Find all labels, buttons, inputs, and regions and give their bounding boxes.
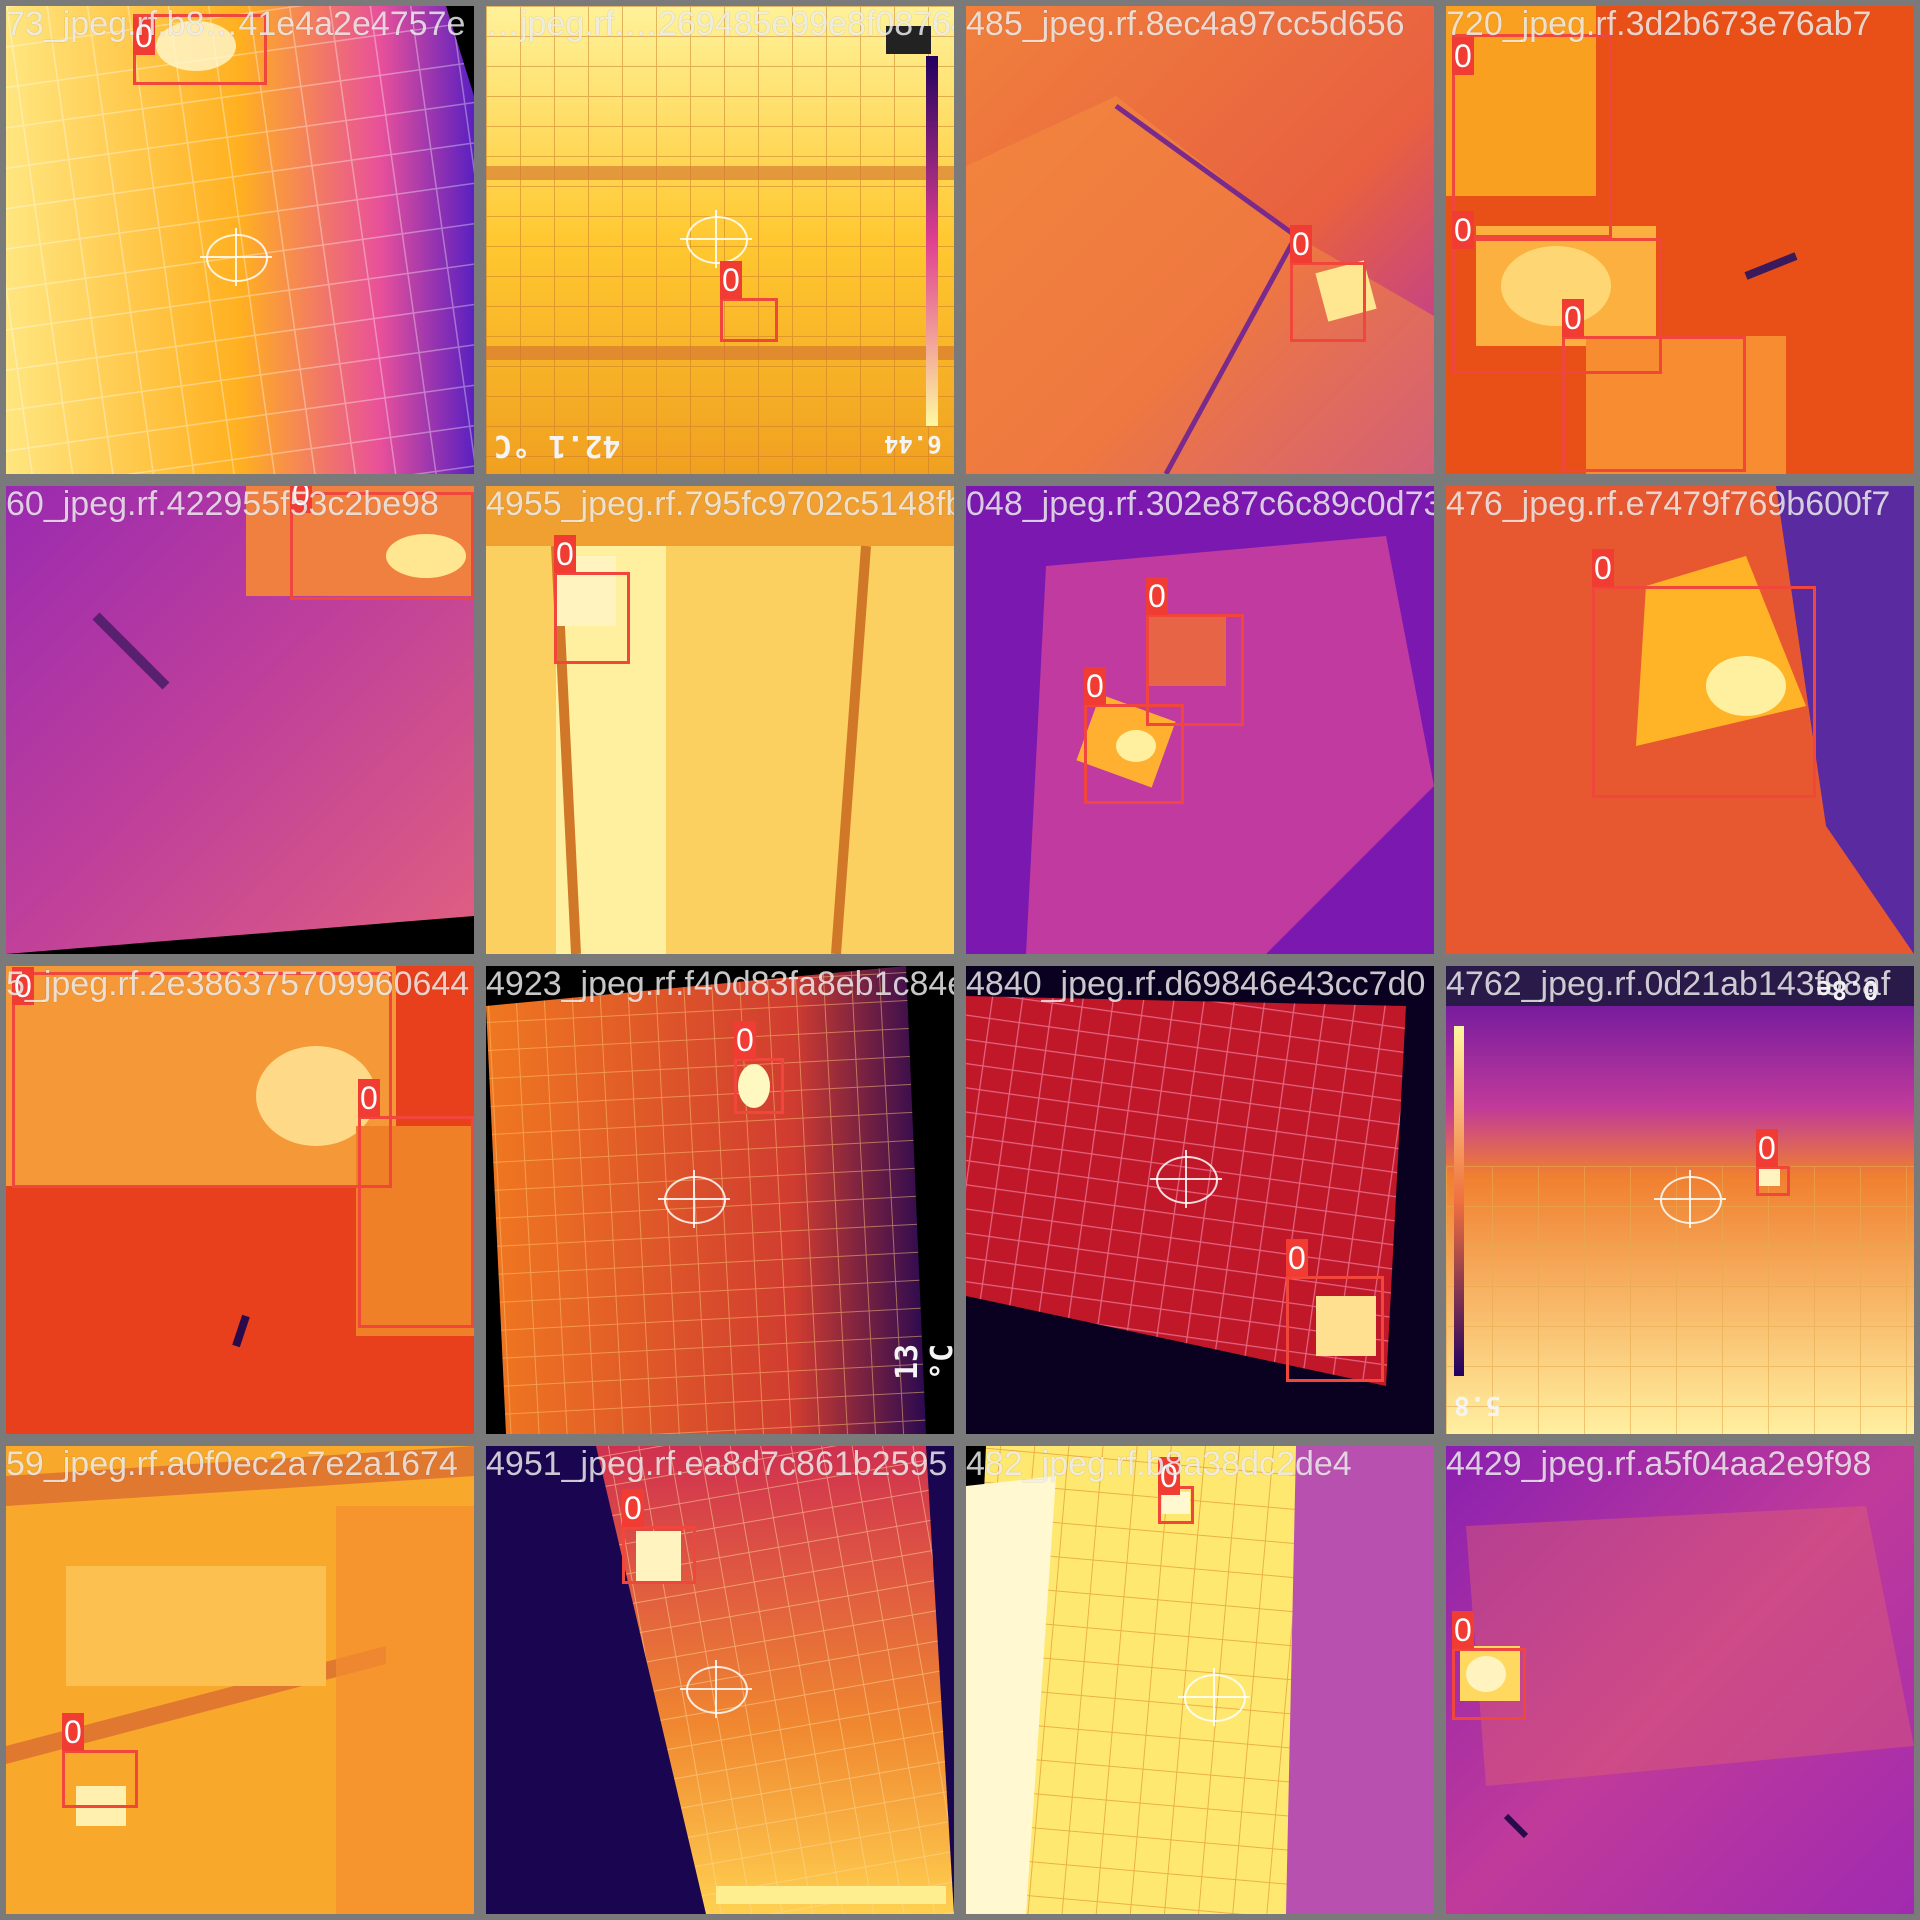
class-label: 0 [1452, 211, 1474, 249]
detection-box: 0 [1146, 577, 1244, 726]
detection-box: 0 [12, 967, 392, 1188]
class-label: 0 [358, 1079, 380, 1117]
tile-10: 13 °C 0 4923_jpeg.rf.f40d83fa8eb1c84ed [486, 966, 954, 1434]
tile-13: 0 59_jpeg.rf.a0f0ec2a7e2a1674 [6, 1446, 474, 1914]
detection-box: 0 [734, 1021, 784, 1114]
tile-2: 42.1 °C 6.44 0 …jpeg.rf.…269485e99e8f087… [486, 6, 954, 474]
crosshair-icon [1178, 1668, 1250, 1726]
class-label: 0 [133, 17, 155, 55]
class-label: 0 [62, 1713, 84, 1751]
class-label: 0 [1158, 1457, 1180, 1495]
detection-box: 0 [1158, 1457, 1194, 1524]
detection-box: 0 [1084, 667, 1184, 804]
class-label: 0 [1452, 37, 1474, 75]
tile-4: 0 0 0 720_jpeg.rf.3d2b673e76ab7 [1446, 6, 1914, 474]
temperature-readout: 13 °C [890, 1343, 954, 1380]
detection-box: 0 [1452, 34, 1612, 238]
tile-9: 0 0 5_jpeg.rf.2e386375709960644 [6, 966, 474, 1434]
class-label: 0 [1146, 577, 1168, 615]
detection-box: 0 [133, 14, 267, 85]
detection-box: 0 [720, 261, 778, 342]
class-label: 0 [1756, 1129, 1778, 1167]
temperature-readout: 0.8e [1816, 974, 1879, 1004]
class-label: 0 [1452, 1611, 1474, 1649]
detection-box: 0 [622, 1489, 696, 1584]
tile-6: 0 4955_jpeg.rf.795fc9702c5148fbba5 [486, 486, 954, 954]
detection-box: 0 [358, 1079, 474, 1328]
thermal-image [1446, 1446, 1914, 1914]
detection-box: 0 [62, 1713, 138, 1808]
class-label: 0 [290, 486, 312, 513]
detection-box: 0 [1452, 1611, 1526, 1720]
detection-box: 0 [1562, 299, 1746, 472]
temperature-scale-min: 5.8 [1454, 1390, 1501, 1420]
crosshair-icon [658, 1170, 730, 1228]
thermal-image [966, 486, 1434, 954]
crosshair-icon [1150, 1150, 1222, 1208]
class-label: 0 [12, 967, 34, 1005]
tile-15: 0 482_jpeg.rf.b8a38dc2de4 [966, 1446, 1434, 1914]
class-label: 0 [734, 1021, 756, 1059]
detection-box: 0 [1756, 1129, 1790, 1196]
crosshair-icon [680, 210, 752, 268]
tile-16: 0 4429_jpeg.rf.a5f04aa2e9f98 [1446, 1446, 1914, 1914]
tile-11: 0 4840_jpeg.rf.d69846e43cc7d0 [966, 966, 1434, 1434]
detection-box: 0 [554, 535, 630, 664]
class-label: 0 [1592, 549, 1614, 587]
tile-7: 0 0 048_jpeg.rf.302e87c6c89c0d73 [966, 486, 1434, 954]
detection-box: 0 [1452, 211, 1662, 374]
detection-box: 0 [1592, 549, 1816, 798]
class-label: 0 [554, 535, 576, 573]
class-label: 0 [1562, 299, 1584, 337]
detection-box: 0 [290, 486, 474, 600]
thermal-image [6, 486, 474, 954]
class-label: 0 [1290, 225, 1312, 263]
tile-5: 0 60_jpeg.rf.422955f53c2be98 [6, 486, 474, 954]
detection-box: 0 [1290, 225, 1366, 342]
crosshair-icon [1654, 1170, 1726, 1228]
thermal-image [6, 966, 474, 1434]
tile-1: 0 73_jpeg.rf.b8…41e4a2e4757e [6, 6, 474, 474]
temperature-readout: 42.1 °C [494, 428, 621, 463]
crosshair-icon [680, 1660, 752, 1718]
thermal-image [966, 6, 1434, 474]
thermal-image [6, 1446, 474, 1914]
class-label: 0 [1084, 667, 1106, 705]
class-label: 0 [720, 261, 742, 299]
tile-14: 0 4951_jpeg.rf.ea8d7c861b2595 [486, 1446, 954, 1914]
class-label: 0 [622, 1489, 644, 1527]
tile-12: 0.8e 5.8 0 4762_jpeg.rf.0d21ab143f98af [1446, 966, 1914, 1434]
crosshair-icon [200, 228, 272, 286]
temperature-scale-min: 6.44 [884, 430, 942, 458]
thermal-image [1446, 486, 1914, 954]
detection-box: 0 [1286, 1239, 1384, 1382]
tile-8: 0 476_jpeg.rf.e7479f769b600f7 [1446, 486, 1914, 954]
tile-3: 0 485_jpeg.rf.8ec4a97cc5d656 [966, 6, 1434, 474]
class-label: 0 [1286, 1239, 1308, 1277]
